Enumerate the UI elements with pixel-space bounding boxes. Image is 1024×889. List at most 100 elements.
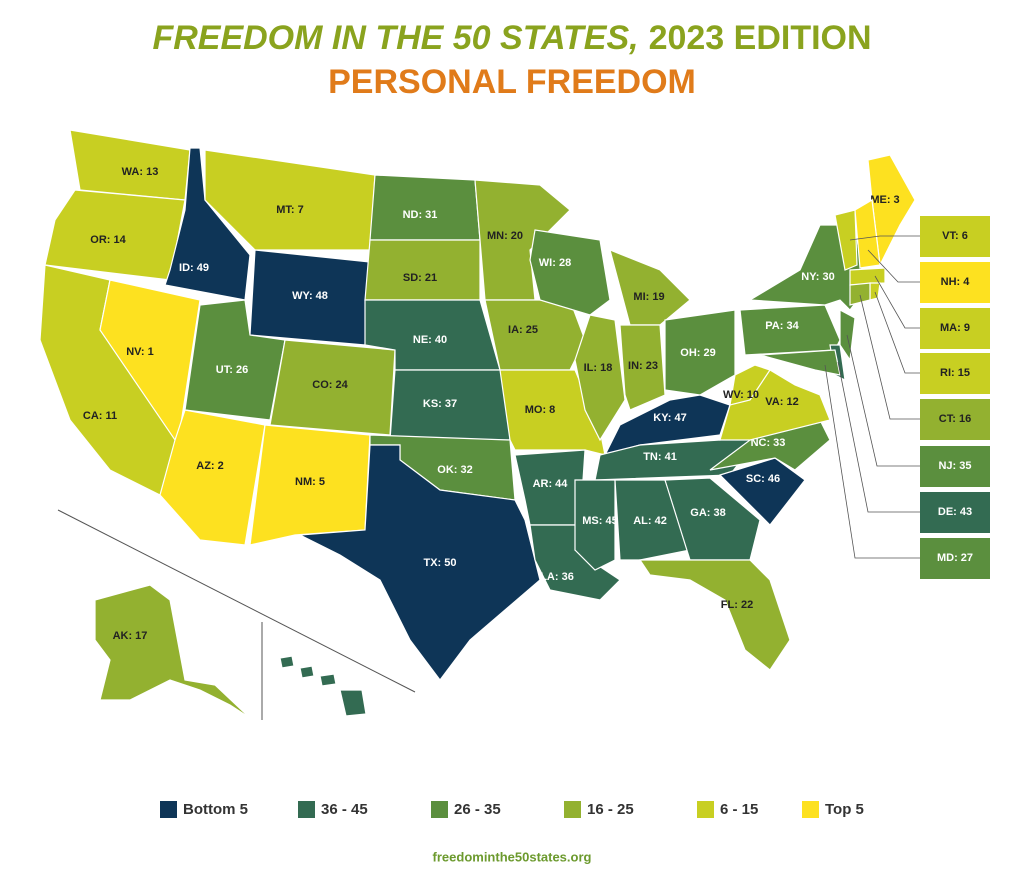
state-label: OH: 29 (680, 347, 715, 359)
legend-label: 36 - 45 (321, 801, 368, 818)
legend-label: 6 - 15 (720, 801, 758, 818)
footer-url: freedominthe50states.org (433, 849, 592, 864)
legend-label: Top 5 (825, 801, 864, 818)
state-label: WI: 28 (539, 257, 571, 269)
state-shape (718, 457, 806, 526)
state-shape (854, 199, 881, 269)
state-label: FL: 22 (721, 599, 753, 611)
state-label: MA: 9 (940, 322, 970, 334)
state-shape (297, 444, 541, 681)
state-shape (204, 149, 376, 251)
label-box (920, 446, 990, 487)
state-label: ID: 49 (179, 262, 209, 274)
state-label: GA: 38 (690, 507, 725, 519)
legend-swatch (298, 801, 315, 818)
state-shape (339, 689, 367, 717)
state-label: AL: 42 (633, 515, 667, 527)
leader-line (874, 275, 920, 329)
state-label: VA: 12 (765, 396, 798, 408)
state-shape (664, 477, 761, 561)
state-label: IA: 25 (508, 324, 538, 336)
leader-line (837, 361, 920, 513)
leader-line (824, 364, 920, 559)
label-box (920, 492, 990, 533)
state-label: AK: 17 (113, 630, 148, 642)
inset-divider (57, 509, 416, 693)
state-shape (719, 369, 831, 441)
label-box (920, 262, 990, 303)
state-shape (299, 665, 315, 679)
state-label: WA: 13 (122, 166, 159, 178)
state-label: ND: 31 (403, 209, 438, 221)
state-label: ME: 3 (870, 194, 899, 206)
states: WA: 13 OR: 14 CA: 11 NV: 1 ID: 49 MT: 7 WY: 48… (39, 129, 916, 719)
state-label: TX: 50 (423, 557, 456, 569)
state-label: MO: 8 (525, 404, 556, 416)
legend-swatch (564, 801, 581, 818)
label-box (920, 399, 990, 440)
legend-label: 16 - 25 (587, 801, 634, 818)
state-label: VT: 6 (942, 230, 968, 242)
state-shape (849, 267, 886, 286)
title-regular: 2023 EDITION (649, 19, 872, 57)
state-shape (664, 309, 736, 396)
state-label: NV: 1 (126, 346, 154, 358)
state-label: MN: 20 (487, 230, 523, 242)
state-label: WY: 48 (292, 290, 328, 302)
state-shape (729, 364, 771, 406)
state-shape (574, 479, 616, 571)
legend-label: Bottom 5 (183, 801, 248, 818)
legend-swatch (160, 801, 177, 818)
label-box (920, 308, 990, 349)
state-shape (94, 584, 251, 719)
legend-label: 26 - 35 (454, 801, 501, 818)
state-shape (364, 239, 481, 301)
state-label: MS: 45 (582, 515, 617, 527)
state-shape (849, 282, 871, 306)
state-label: PA: 34 (765, 320, 799, 332)
state-shape (474, 179, 571, 301)
state-label: NM: 5 (295, 476, 325, 488)
state-label: MI: 19 (633, 291, 664, 303)
state-label: LA: 36 (540, 571, 574, 583)
state-shape (834, 209, 858, 271)
state-label: OR: 14 (90, 234, 126, 246)
state-label: KS: 37 (423, 398, 457, 410)
state-label: TN: 41 (643, 451, 677, 463)
state-label: AZ: 2 (196, 460, 224, 472)
state-label: AR: 44 (533, 478, 569, 490)
state-shape (279, 655, 295, 669)
leader-line (849, 235, 920, 241)
state-label: NE: 40 (413, 334, 447, 346)
state-label: UT: 26 (216, 364, 248, 376)
state-label: CO: 24 (312, 379, 348, 391)
state-label: SC: 46 (746, 473, 780, 485)
state-label: IL: 18 (584, 362, 613, 374)
state-shape (574, 314, 626, 442)
label-box (920, 538, 990, 579)
label-boxes: VT: 6 NH: 4 MA: 9 RI: 15 CT: 16 NJ: 35 DE: 43 M… (824, 216, 990, 579)
label-box (920, 216, 990, 257)
title-italic: FREEDOM IN THE 50 STATES, (152, 19, 638, 57)
legend-swatch (431, 801, 448, 818)
state-shape (869, 282, 881, 301)
state-label: RI: 15 (940, 367, 970, 379)
state-label: NH: 4 (941, 276, 971, 288)
state-shape (44, 189, 186, 281)
state-label: NY: 30 (801, 271, 834, 283)
state-label: CT: 16 (939, 413, 971, 425)
leader-line (874, 291, 920, 374)
title: FREEDOM IN THE 50 STATES, 2023 EDITION (152, 19, 871, 57)
state-label: MD: 27 (937, 552, 973, 564)
state-label: NC: 33 (751, 437, 786, 449)
state-shape (759, 349, 841, 376)
label-box (920, 353, 990, 394)
state-label: SD: 21 (403, 272, 437, 284)
legend-swatch (802, 801, 819, 818)
state-shape (839, 309, 856, 362)
state-label: IN: 23 (628, 360, 658, 372)
state-shape (369, 174, 481, 241)
subtitle: PERSONAL FREEDOM (328, 63, 696, 101)
state-shape (319, 673, 337, 687)
